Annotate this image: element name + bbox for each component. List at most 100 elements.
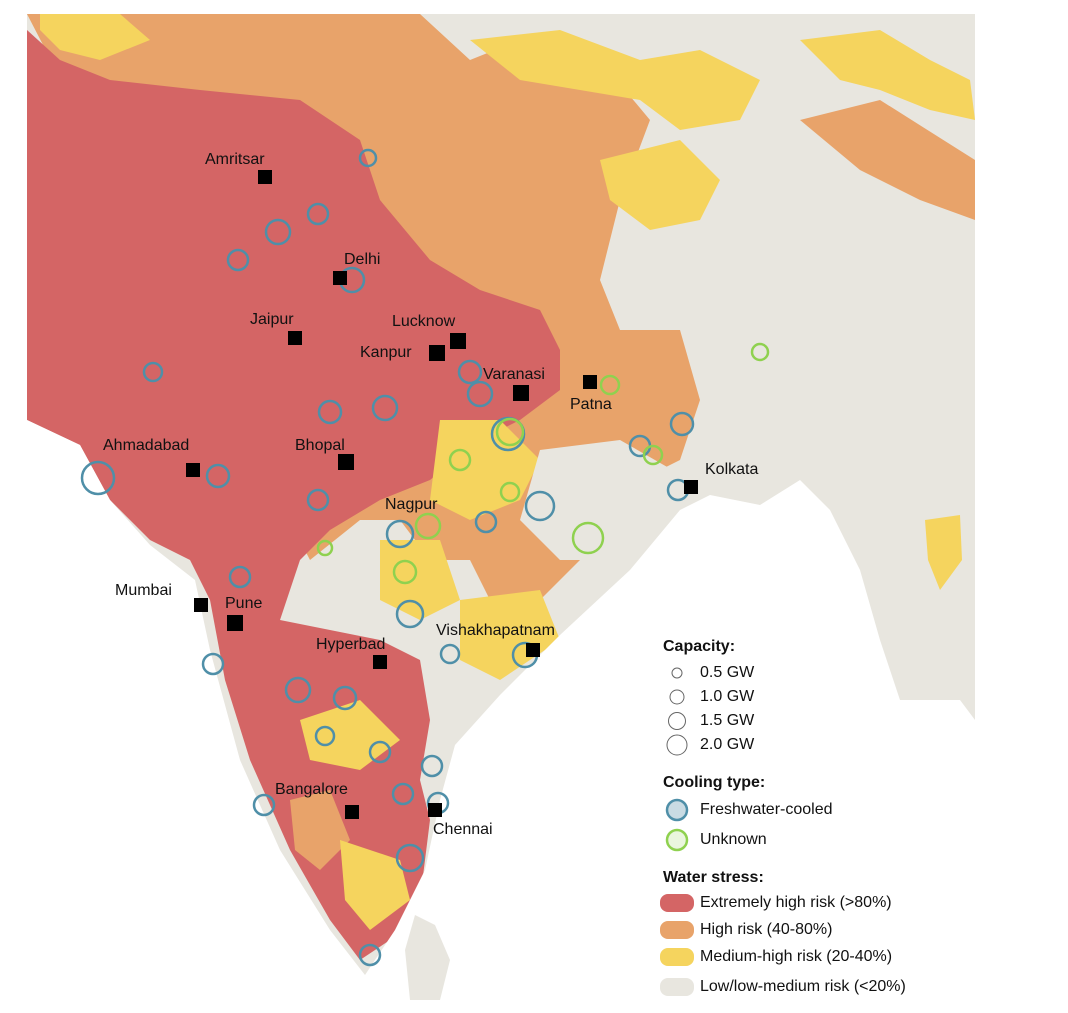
city-label: Hyperbad: [316, 636, 385, 653]
legend-title: Capacity:: [663, 638, 735, 655]
legend-symbol: [668, 712, 686, 730]
plant: [599, 374, 621, 396]
stress-high: [290, 790, 350, 870]
city-label: Bangalore: [275, 781, 348, 798]
city-label: Lucknow: [392, 313, 456, 330]
legend-label: Low/low-medium risk (<20%): [700, 978, 906, 995]
stress-high: [800, 100, 975, 220]
city-marker: [583, 375, 597, 389]
city-label: Chennai: [433, 821, 493, 838]
city-markers: [186, 170, 698, 819]
plant: [414, 512, 442, 540]
legend-title: Water stress:: [663, 869, 764, 886]
plant: [524, 490, 556, 522]
stress-medium-high: [40, 14, 150, 60]
plant: [371, 394, 399, 422]
plant: [669, 411, 695, 437]
legend: Capacity: 0.5 GW 1.0 GW 1.5 GW 2.0 GW Co…: [660, 638, 906, 996]
plant: [750, 342, 770, 362]
legend-label: Extremely high risk (>80%): [700, 894, 892, 911]
stress-medium-high: [470, 30, 760, 130]
map: [27, 14, 975, 1000]
plant: [392, 559, 418, 585]
city-marker: [345, 805, 359, 819]
plant: [385, 519, 415, 549]
plant: [368, 740, 392, 764]
city-label: Pune: [225, 595, 262, 612]
plant: [474, 510, 498, 534]
stress-medium-high: [300, 700, 400, 770]
legend-symbol: [665, 798, 689, 822]
power-plants: [80, 148, 770, 967]
stress-low: [520, 440, 690, 560]
legend-label: 0.5 GW: [700, 664, 755, 681]
plant: [571, 521, 605, 555]
city-label: Delhi: [344, 251, 380, 268]
city-marker: [338, 454, 354, 470]
plant: [142, 361, 164, 383]
legend-swatch: [660, 894, 694, 912]
stress-extreme: [27, 30, 560, 960]
legend-symbol: [665, 828, 689, 852]
legend-label: High risk (40-80%): [700, 921, 832, 938]
plant: [316, 539, 334, 557]
city-label: Kolkata: [705, 461, 758, 478]
plant: [448, 448, 472, 472]
legend-symbol: [666, 734, 688, 756]
city-marker: [428, 803, 442, 817]
city-marker: [526, 643, 540, 657]
plant: [391, 782, 415, 806]
plant: [252, 793, 276, 817]
plant: [314, 725, 336, 747]
plant: [439, 643, 461, 665]
city-marker: [227, 615, 243, 631]
city-marker: [186, 463, 200, 477]
legend-title: Cooling type:: [663, 774, 765, 791]
city-label: Kanpur: [360, 344, 412, 361]
plant: [226, 248, 250, 272]
plant: [306, 202, 330, 226]
city-label: Mumbai: [115, 582, 172, 599]
city-marker: [258, 170, 272, 184]
city-labels: Amritsar Delhi Jaipur Lucknow Kanpur Var…: [103, 151, 758, 838]
plant: [499, 481, 521, 503]
legend-swatch: [660, 921, 694, 939]
plant: [284, 676, 312, 704]
city-label: Varanasi: [483, 366, 545, 383]
legend-label: 1.0 GW: [700, 688, 755, 705]
plant: [228, 565, 252, 589]
sri-lanka: [405, 915, 450, 1000]
plant: [201, 652, 225, 676]
legend-symbol: [669, 689, 685, 705]
city-label: Ahmadabad: [103, 437, 189, 454]
city-marker: [513, 385, 529, 401]
plant: [358, 943, 382, 967]
city-marker: [684, 480, 698, 494]
stress-medium-high: [925, 515, 962, 590]
sea: [27, 420, 975, 1000]
city-marker: [194, 598, 208, 612]
plant: [205, 463, 231, 489]
city-marker: [288, 331, 302, 345]
plant: [642, 444, 664, 466]
legend-label: Freshwater-cooled: [700, 801, 833, 818]
city-label: Bhopal: [295, 437, 345, 454]
legend-swatch: [660, 978, 694, 996]
plant: [457, 359, 483, 385]
plant: [466, 380, 494, 408]
legend-label: Unknown: [700, 831, 767, 848]
city-label: Patna: [570, 396, 612, 413]
city-label: Jaipur: [250, 311, 294, 328]
plant: [395, 843, 425, 873]
city-label: Amritsar: [205, 151, 265, 168]
stress-medium-high: [800, 30, 975, 120]
plant: [420, 754, 444, 778]
legend-label: 2.0 GW: [700, 736, 755, 753]
plant: [306, 488, 330, 512]
city-marker: [450, 333, 466, 349]
stress-medium-high: [380, 540, 460, 620]
legend-symbol: [671, 667, 683, 679]
plant: [395, 599, 425, 629]
legend-label: 1.5 GW: [700, 712, 755, 729]
legend-label: Medium-high risk (20-40%): [700, 948, 892, 965]
